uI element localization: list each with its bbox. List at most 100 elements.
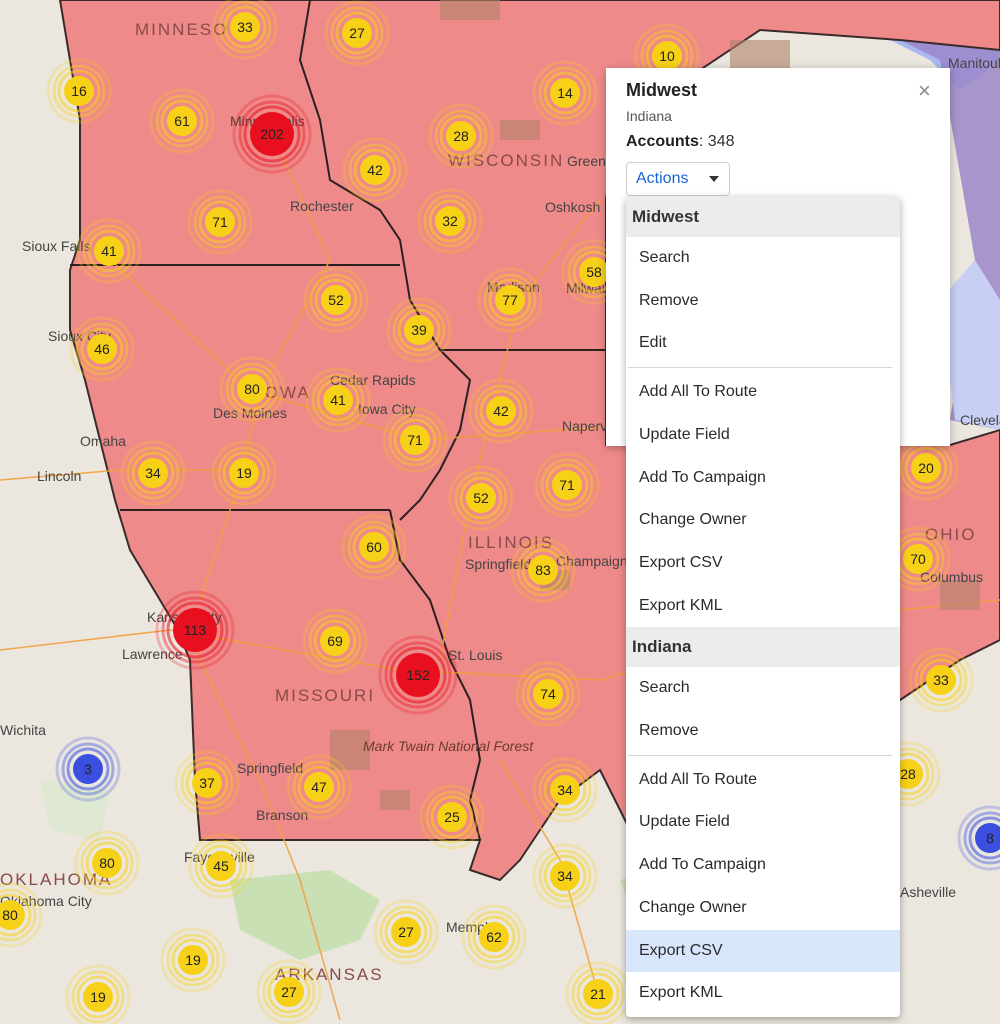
menu-item-remove[interactable]: Remove	[626, 710, 900, 752]
menu-item-add-to-campaign[interactable]: Add To Campaign	[626, 844, 900, 886]
state-label: ARKANSAS	[275, 965, 384, 984]
cluster-marker[interactable]: 80	[0, 882, 43, 948]
cluster-marker[interactable]: 19	[160, 927, 226, 993]
cluster-marker[interactable]: 8	[957, 805, 1000, 871]
cluster-marker[interactable]: 16	[46, 58, 112, 124]
cluster-halo	[166, 933, 220, 987]
cluster-halo	[342, 137, 408, 203]
cluster-marker[interactable]: 27	[256, 959, 322, 1024]
cluster-count: 80	[244, 381, 260, 397]
cluster-halo	[430, 795, 474, 839]
city-label: Champaign	[556, 553, 628, 569]
menu-item-update-field[interactable]: Update Field	[626, 801, 900, 843]
cluster-marker[interactable]: 42	[468, 378, 534, 444]
cluster-marker[interactable]: 33	[908, 647, 974, 713]
city-label: Branson	[256, 807, 308, 823]
cluster-halo	[393, 418, 437, 462]
cluster-halo	[302, 608, 368, 674]
cluster-marker[interactable]: 202	[232, 94, 312, 174]
city-label: Columbus	[920, 569, 983, 585]
cluster-marker[interactable]: 74	[515, 661, 581, 727]
cluster-marker[interactable]: 34	[532, 757, 598, 823]
cluster-count: 34	[557, 868, 573, 884]
cluster-marker[interactable]: 80	[219, 356, 285, 422]
cluster-count: 152	[406, 667, 430, 683]
menu-item-update-field[interactable]: Update Field	[626, 414, 900, 456]
cluster-count: 41	[101, 243, 117, 259]
cluster-count: 19	[185, 952, 201, 968]
menu-item-search[interactable]: Search	[626, 667, 900, 709]
cluster-marker[interactable]: 71	[382, 407, 448, 473]
cluster-halo	[534, 452, 600, 518]
cluster-marker[interactable]: 69	[302, 608, 368, 674]
cluster-marker[interactable]: 71	[534, 452, 600, 518]
cluster-halo	[166, 601, 224, 659]
cluster-marker[interactable]: 37	[174, 750, 240, 816]
close-icon[interactable]: ×	[918, 78, 931, 103]
cluster-halo	[543, 71, 587, 115]
cluster-halo	[238, 100, 306, 168]
cluster-marker[interactable]: 33	[212, 0, 278, 60]
menu-item-search[interactable]: Search	[626, 237, 900, 279]
cluster-marker[interactable]: 113	[155, 590, 235, 670]
cluster-marker[interactable]: 42	[342, 137, 408, 203]
cluster-marker[interactable]: 32	[417, 188, 483, 254]
menu-section-label: Midwest	[632, 207, 700, 226]
menu-item-edit[interactable]: Edit	[626, 322, 900, 364]
cluster-marker[interactable]: 39	[386, 297, 452, 363]
menu-item-add-to-campaign[interactable]: Add To Campaign	[626, 457, 900, 499]
cluster-marker[interactable]: 41	[76, 218, 142, 284]
cluster-halo	[479, 389, 523, 433]
cluster-marker[interactable]: 47	[286, 754, 352, 820]
cluster-halo	[521, 667, 575, 721]
cluster-dot	[911, 453, 941, 483]
cluster-marker[interactable]: 27	[373, 899, 439, 965]
cluster-marker[interactable]: 46	[69, 316, 135, 382]
cluster-dot	[396, 653, 440, 697]
cluster-marker[interactable]: 152	[378, 635, 458, 715]
cluster-halo	[0, 888, 37, 942]
menu-item-export-kml[interactable]: Export KML	[626, 585, 900, 627]
actions-button[interactable]: Actions	[626, 162, 730, 196]
cluster-marker[interactable]: 77	[477, 267, 543, 333]
cluster-halo	[347, 520, 401, 574]
cluster-count: 8	[986, 830, 994, 846]
cluster-marker[interactable]: 45	[188, 833, 254, 899]
popup-title: Midwest	[626, 80, 698, 100]
menu-item-remove[interactable]: Remove	[626, 280, 900, 322]
menu-item-add-all-to-route[interactable]: Add All To Route	[626, 759, 900, 801]
menu-item-export-csv[interactable]: Export CSV	[626, 542, 900, 584]
cluster-marker[interactable]: 60	[341, 514, 407, 580]
cluster-marker[interactable]: 34	[120, 440, 186, 506]
menu-item-add-all-to-route[interactable]: Add All To Route	[626, 371, 900, 413]
cluster-marker[interactable]: 19	[65, 964, 131, 1024]
cluster-marker[interactable]: 28	[428, 103, 494, 169]
cluster-marker[interactable]: 41	[305, 367, 371, 433]
cluster-marker[interactable]: 71	[187, 189, 253, 255]
cluster-marker[interactable]: 61	[149, 88, 215, 154]
menu-item-export-csv[interactable]: Export CSV	[626, 929, 900, 972]
cluster-marker[interactable]: 34	[532, 843, 598, 909]
cluster-halo	[417, 188, 483, 254]
cluster-halo	[80, 327, 124, 371]
menu-item-export-kml[interactable]: Export KML	[626, 972, 900, 1014]
cluster-marker[interactable]: 27	[324, 0, 390, 66]
cluster-marker[interactable]: 21	[565, 961, 631, 1024]
cluster-halo	[538, 849, 592, 903]
cluster-halo	[968, 816, 1000, 860]
cluster-marker[interactable]: 83	[510, 537, 576, 603]
cluster-dot	[64, 76, 94, 106]
cluster-marker[interactable]: 25	[419, 784, 485, 850]
cluster-marker[interactable]: 14	[532, 60, 598, 126]
cluster-halo	[516, 543, 570, 597]
cluster-marker[interactable]: 19	[211, 440, 277, 506]
cluster-halo	[126, 446, 180, 500]
cluster-marker[interactable]: 80	[74, 830, 140, 896]
menu-item-change-owner[interactable]: Change Owner	[626, 887, 900, 929]
menu-item-change-owner[interactable]: Change Owner	[626, 499, 900, 541]
cluster-marker[interactable]: 62	[461, 904, 527, 970]
cluster-marker[interactable]: 52	[448, 465, 514, 531]
cluster-marker[interactable]: 52	[303, 267, 369, 333]
cluster-marker[interactable]: 3	[55, 736, 121, 802]
